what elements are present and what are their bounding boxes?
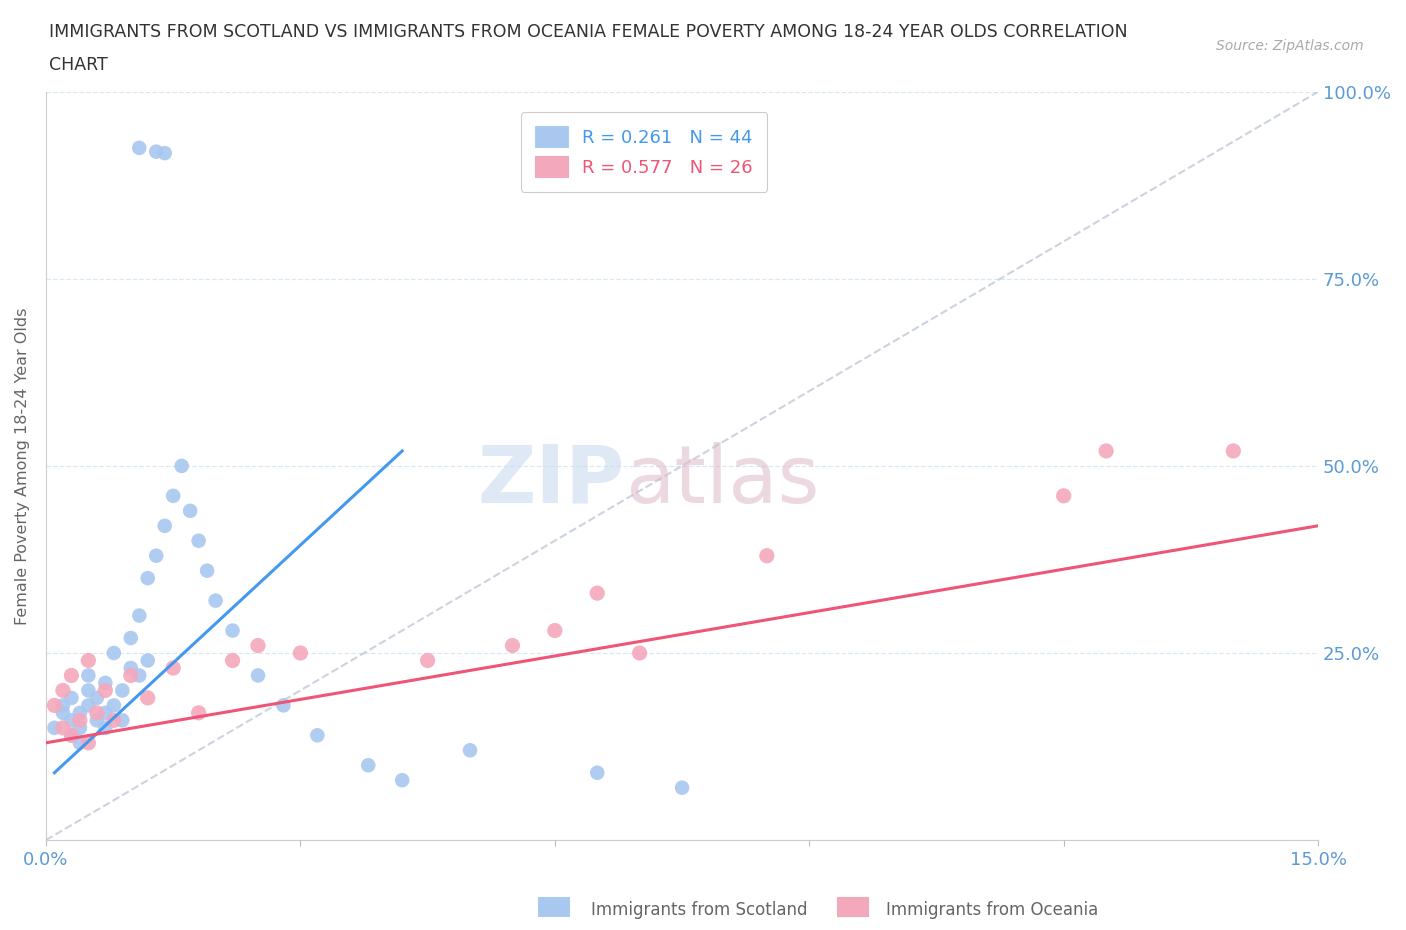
Point <box>86 706 108 721</box>
Point <box>145 144 167 159</box>
Point <box>111 683 134 698</box>
Point <box>136 653 159 668</box>
Point <box>77 736 100 751</box>
Point <box>1095 444 1118 458</box>
Point <box>586 765 609 780</box>
Point <box>103 645 125 660</box>
Point <box>60 668 83 683</box>
Point <box>187 533 209 548</box>
Point <box>94 706 117 721</box>
Point <box>128 608 150 623</box>
Point <box>94 675 117 690</box>
Point <box>94 721 117 736</box>
Point <box>221 653 243 668</box>
Point <box>52 721 75 736</box>
Point <box>204 593 226 608</box>
Point <box>52 698 75 712</box>
Point <box>162 660 184 675</box>
Point <box>153 518 176 533</box>
Text: Source: ZipAtlas.com: Source: ZipAtlas.com <box>1216 39 1364 53</box>
Point <box>60 728 83 743</box>
Point <box>179 503 201 518</box>
Point <box>1053 488 1076 503</box>
Point <box>307 728 329 743</box>
Text: IMMIGRANTS FROM SCOTLAND VS IMMIGRANTS FROM OCEANIA FEMALE POVERTY AMONG 18-24 Y: IMMIGRANTS FROM SCOTLAND VS IMMIGRANTS F… <box>49 23 1128 41</box>
Point <box>195 564 218 578</box>
Point <box>77 668 100 683</box>
Bar <box>538 897 569 916</box>
Point <box>586 586 609 601</box>
Point <box>246 638 269 653</box>
Point <box>501 638 523 653</box>
Y-axis label: Female Poverty Among 18-24 Year Olds: Female Poverty Among 18-24 Year Olds <box>15 307 30 625</box>
Point <box>69 721 91 736</box>
Point <box>69 713 91 728</box>
Point <box>671 780 693 795</box>
Text: ZIP: ZIP <box>478 442 624 520</box>
Point <box>60 690 83 705</box>
Point <box>162 488 184 503</box>
Point <box>145 549 167 564</box>
Point <box>103 698 125 712</box>
Text: CHART: CHART <box>49 56 108 73</box>
Text: Immigrants from Oceania: Immigrants from Oceania <box>886 900 1098 919</box>
Point <box>120 668 142 683</box>
Point <box>52 706 75 721</box>
Point <box>246 668 269 683</box>
Point <box>136 571 159 586</box>
Point <box>187 706 209 721</box>
Point <box>60 728 83 743</box>
Point <box>94 683 117 698</box>
Point <box>221 623 243 638</box>
Point <box>458 743 481 758</box>
Point <box>136 690 159 705</box>
Point <box>357 758 380 773</box>
Point <box>755 549 778 564</box>
Bar <box>837 897 868 916</box>
Point <box>544 623 567 638</box>
Point <box>273 698 295 712</box>
Point <box>120 631 142 645</box>
Point <box>1222 444 1244 458</box>
Point <box>86 690 108 705</box>
Point <box>69 736 91 751</box>
Point <box>69 706 91 721</box>
Point <box>86 713 108 728</box>
Point <box>153 146 176 161</box>
Point <box>44 721 66 736</box>
Text: Immigrants from Scotland: Immigrants from Scotland <box>591 900 807 919</box>
Point <box>628 645 651 660</box>
Point <box>170 458 193 473</box>
Point <box>44 698 66 712</box>
Point <box>120 660 142 675</box>
Point <box>103 713 125 728</box>
Point <box>128 140 150 155</box>
Point <box>77 683 100 698</box>
Point <box>391 773 413 788</box>
Point <box>416 653 439 668</box>
Point <box>77 653 100 668</box>
Point <box>60 713 83 728</box>
Point <box>52 683 75 698</box>
Point <box>77 698 100 712</box>
Point <box>128 668 150 683</box>
Text: atlas: atlas <box>624 442 820 520</box>
Point <box>111 713 134 728</box>
Point <box>290 645 312 660</box>
